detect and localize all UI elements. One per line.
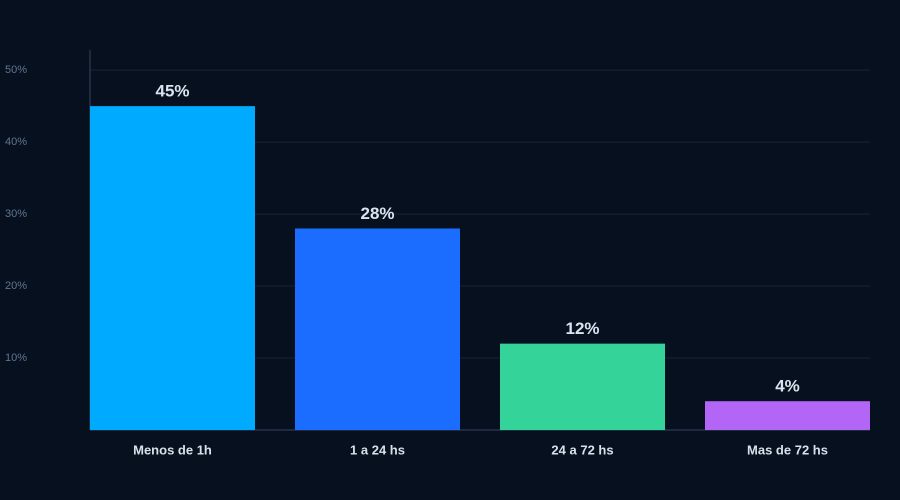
x-tick-label: Mas de 72 hs bbox=[747, 442, 828, 457]
data-label: 28% bbox=[360, 204, 394, 223]
x-tick-label: 1 a 24 hs bbox=[350, 442, 405, 457]
x-tick-label: Menos de 1h bbox=[133, 442, 212, 457]
bar bbox=[500, 343, 665, 430]
x-tick-label: 24 a 72 hs bbox=[551, 442, 613, 457]
bar bbox=[90, 106, 255, 431]
y-tick-label: 50% bbox=[5, 64, 27, 76]
y-tick-label: 40% bbox=[5, 136, 27, 148]
data-label: 45% bbox=[155, 82, 189, 101]
bar bbox=[295, 228, 460, 430]
bar bbox=[705, 401, 870, 430]
y-tick-label: 20% bbox=[5, 280, 27, 292]
y-tick-label: 10% bbox=[5, 352, 27, 364]
y-tick-label: 30% bbox=[5, 208, 27, 220]
data-label: 12% bbox=[565, 319, 599, 338]
data-label: 4% bbox=[775, 377, 800, 396]
